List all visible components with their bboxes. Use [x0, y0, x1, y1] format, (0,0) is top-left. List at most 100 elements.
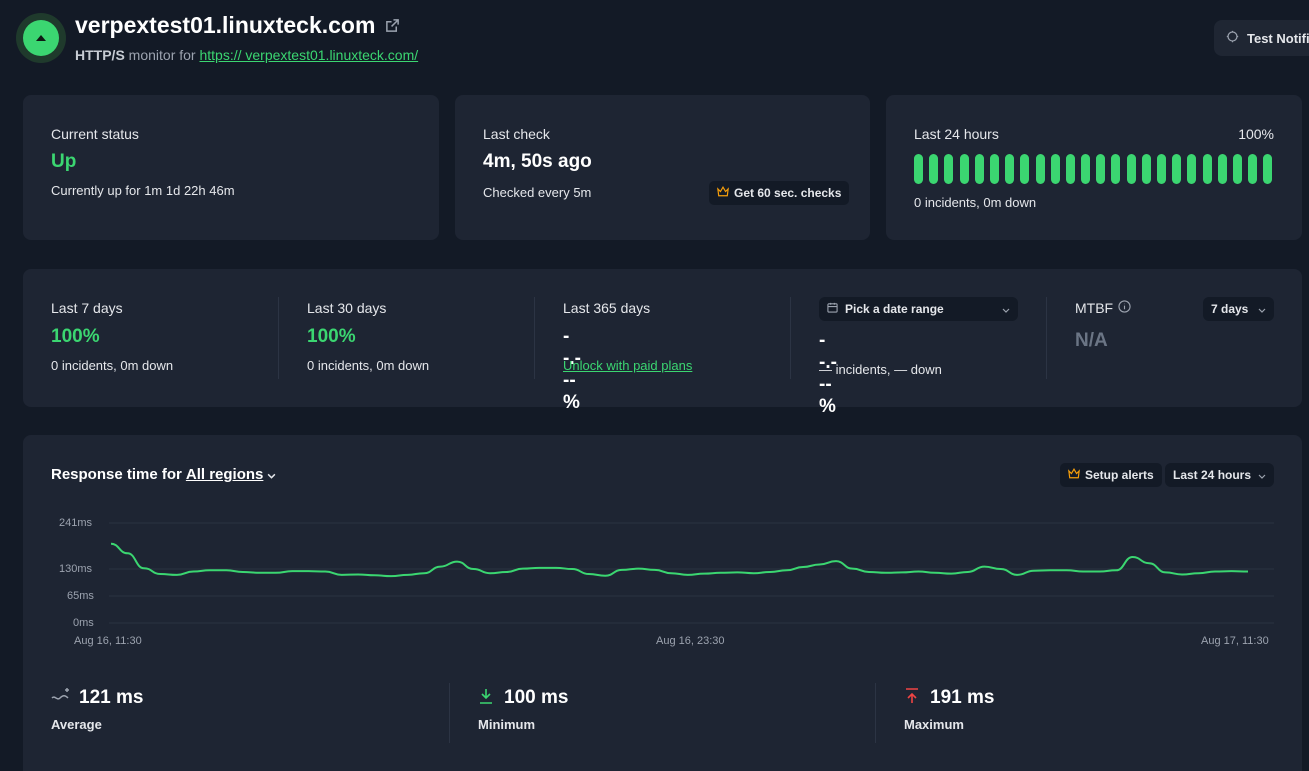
- x-tick-label: Aug 17, 11:30: [1201, 635, 1269, 647]
- setup-alerts-button[interactable]: Setup alerts: [1060, 463, 1162, 487]
- monitor-url-link[interactable]: https:// verpextest01.linuxteck.com/: [199, 47, 419, 63]
- uptime-bar[interactable]: [1232, 154, 1242, 184]
- last-check-label: Last check: [483, 126, 550, 142]
- monitor-for-text: monitor for: [128, 47, 196, 63]
- divider: [278, 297, 279, 379]
- uptime-bar[interactable]: [1050, 154, 1060, 184]
- mtbf-value: N/A: [1075, 330, 1108, 351]
- last-24h-incidents: 0 incidents, 0m down: [914, 195, 1037, 210]
- period-label: Last 7 days: [51, 300, 123, 316]
- uptime-duration: Currently up for 1m 1d 22h 46m: [51, 183, 235, 198]
- bell-icon: [1226, 30, 1239, 46]
- period-incidents: 0 incidents, 0m down: [307, 358, 430, 373]
- uptime-bar[interactable]: [1020, 154, 1030, 184]
- crown-icon: [1068, 468, 1080, 482]
- minimum-label: Minimum: [478, 717, 536, 732]
- uptime-bar[interactable]: [929, 154, 939, 184]
- response-time-chart: [109, 522, 1274, 624]
- calendar-icon: [827, 302, 838, 316]
- uptime-bar[interactable]: [959, 154, 969, 184]
- date-range-picker[interactable]: Pick a date range: [819, 297, 1018, 321]
- regions-select[interactable]: All regions: [185, 466, 264, 483]
- uptime-bar[interactable]: [974, 154, 984, 184]
- current-status-value: Up: [51, 151, 77, 172]
- uptime-bar[interactable]: [989, 154, 999, 184]
- average-icon: [51, 687, 71, 709]
- y-tick-label: 65ms: [67, 590, 94, 602]
- up-arrow-icon: [23, 20, 59, 56]
- uptime-periods-card: Last 7 days 100% 0 incidents, 0m down La…: [23, 269, 1302, 417]
- page-title: verpextest01.linuxteck.com: [75, 12, 376, 38]
- mtbf-period-select[interactable]: 7 days: [1203, 297, 1274, 321]
- response-time-line[interactable]: [110, 542, 1249, 578]
- uptime-bar[interactable]: [1035, 154, 1045, 184]
- chevron-down-icon[interactable]: [267, 466, 276, 483]
- info-icon[interactable]: [1118, 300, 1131, 316]
- divider: [790, 297, 791, 379]
- divider: [534, 297, 535, 379]
- uptime-bar[interactable]: [1141, 154, 1151, 184]
- y-tick-label: 0ms: [73, 617, 94, 629]
- uptime-bar[interactable]: [1081, 154, 1091, 184]
- uptime-bar[interactable]: [1172, 154, 1182, 184]
- x-tick-label: Aug 16, 23:30: [656, 635, 725, 647]
- check-interval: Checked every 5m: [483, 185, 592, 200]
- uptime-bar[interactable]: [1005, 154, 1015, 184]
- current-status-label: Current status: [51, 126, 139, 142]
- mtbf-period-label: 7 days: [1211, 302, 1249, 316]
- last-check-value: 4m, 50s ago: [483, 151, 592, 172]
- protocol-label: HTTP/S: [75, 47, 125, 63]
- last-24h-card: Last 24 hours 100% 0 incidents, 0m down: [886, 95, 1302, 240]
- page-title-row: verpextest01.linuxteck.com: [75, 12, 400, 39]
- last-24h-label: Last 24 hours: [914, 126, 999, 142]
- uptime-bar[interactable]: [1248, 154, 1258, 184]
- maximum-stat: 191 ms Maximum: [904, 687, 994, 732]
- response-time-card: Response time for All regions Setup aler…: [23, 435, 1302, 771]
- current-status-card: Current status Up Currently up for 1m 1d…: [23, 95, 439, 240]
- uptime-bar[interactable]: [1187, 154, 1197, 184]
- divider: [449, 683, 450, 743]
- uptime-bar[interactable]: [1263, 154, 1273, 184]
- period-label: Last 365 days: [563, 300, 651, 316]
- setup-alerts-label: Setup alerts: [1085, 468, 1154, 482]
- test-notification-button[interactable]: Test Notific: [1214, 20, 1309, 56]
- external-link-icon[interactable]: [385, 12, 400, 39]
- uptime-bar[interactable]: [1157, 154, 1166, 184]
- unlock-paid-plans-link[interactable]: Unlock with paid plans: [563, 358, 693, 373]
- date-range-incidents: — incidents, — down: [819, 362, 942, 377]
- period-label: Last 30 days: [307, 300, 387, 316]
- uptime-bar[interactable]: [944, 154, 954, 184]
- period-value: --.---%: [563, 326, 581, 413]
- average-label: Average: [51, 717, 102, 732]
- uptime-bars: [914, 154, 1273, 184]
- minimum-value: 100 ms: [504, 687, 569, 708]
- divider: [875, 683, 876, 743]
- arrow-up-icon: [904, 687, 920, 709]
- period-value: 100%: [51, 326, 100, 347]
- period-incidents: 0 incidents, 0m down: [51, 358, 174, 373]
- period-value: 100%: [307, 326, 356, 347]
- uptime-bar[interactable]: [1111, 154, 1121, 184]
- maximum-label: Maximum: [904, 717, 964, 732]
- last-check-card: Last check 4m, 50s ago Checked every 5m …: [455, 95, 870, 240]
- uptime-bar[interactable]: [1217, 154, 1227, 184]
- chevron-down-icon: [1258, 468, 1266, 482]
- response-time-title: Response time for All regions: [51, 466, 276, 483]
- uptime-bar[interactable]: [1202, 154, 1212, 184]
- uptime-bar[interactable]: [914, 154, 923, 184]
- mtbf-section: MTBF 7 days N/A: [1075, 269, 1274, 407]
- minimum-stat: 100 ms Minimum: [478, 687, 568, 732]
- uptime-bar[interactable]: [1065, 154, 1075, 184]
- uptime-bar[interactable]: [1126, 154, 1136, 184]
- last-24h-percent: 100%: [1238, 126, 1274, 142]
- average-stat: 121 ms Average: [51, 687, 143, 732]
- crown-icon: [717, 186, 729, 200]
- maximum-value: 191 ms: [930, 687, 995, 708]
- monitor-subtitle: HTTP/S monitor for https:// verpextest01…: [75, 47, 418, 63]
- upgrade-checks-button[interactable]: Get 60 sec. checks: [709, 181, 850, 205]
- x-tick-label: Aug 16, 11:30: [74, 635, 142, 647]
- mtbf-label: MTBF: [1075, 300, 1114, 316]
- time-range-select[interactable]: Last 24 hours: [1165, 463, 1274, 487]
- chevron-down-icon: [1258, 302, 1266, 316]
- uptime-bar[interactable]: [1096, 154, 1106, 184]
